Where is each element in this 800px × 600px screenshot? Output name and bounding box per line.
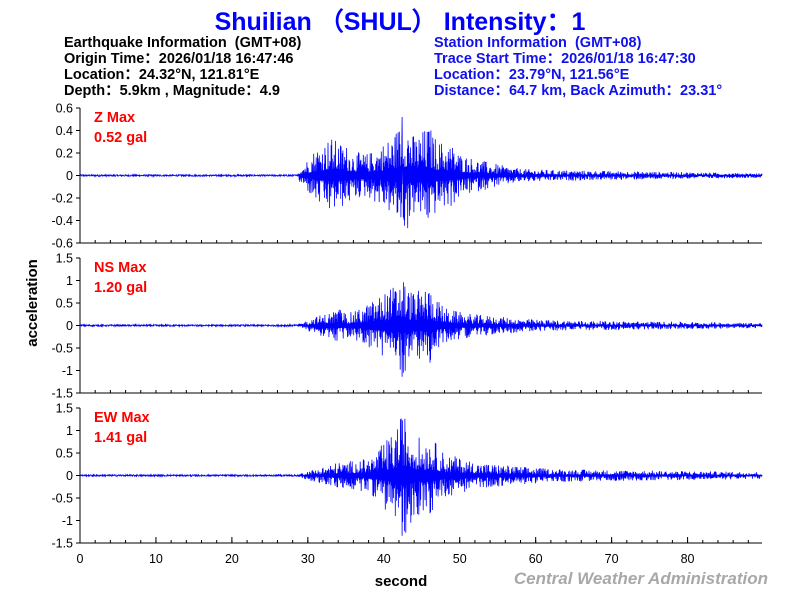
y-tick-label: -0.5: [51, 492, 73, 506]
y-tick-label: 0.5: [56, 297, 73, 311]
max-label-ns: NS Max: [94, 260, 146, 276]
y-tick-label: 0.6: [56, 102, 73, 116]
trace-ew: [79, 418, 763, 536]
y-tick-label: 0.2: [56, 147, 73, 161]
y-tick-label: 1: [66, 274, 73, 288]
y-tick-label: -1.5: [51, 537, 73, 551]
y-tick-label: -0.5: [51, 342, 73, 356]
x-tick-label: 50: [453, 552, 467, 566]
y-tick-label: 0: [66, 469, 73, 483]
station-info-heading: Station Information (GMT+08): [434, 35, 642, 51]
y-tick-label: -1: [62, 364, 73, 378]
y-tick-label: 1.5: [56, 252, 73, 266]
y-tick-label: 0: [66, 319, 73, 333]
x-tick-label: 30: [301, 552, 315, 566]
origin-time: Origin Time：2026/01/18 16:47:46: [64, 51, 294, 67]
max-value-z: 0.52 gal: [94, 130, 147, 146]
earthquake-info: Earthquake Information (GMT+08) Origin Ti…: [64, 35, 301, 99]
x-tick-label: 70: [605, 552, 619, 566]
x-tick-label: 0: [77, 552, 84, 566]
depth-magnitude: Depth：5.9km , Magnitude：4.9: [64, 83, 280, 99]
station-location: Location：23.79°N, 121.56°E: [434, 67, 630, 83]
x-tick-label: 80: [681, 552, 695, 566]
x-tick-label: 20: [225, 552, 239, 566]
credit-watermark: Central Weather Administration: [513, 569, 768, 588]
epicenter-location: Location：24.32°N, 121.81°E: [64, 67, 260, 83]
x-tick-label: 40: [377, 552, 391, 566]
y-tick-label: -0.2: [51, 192, 73, 206]
x-axis-title: second: [375, 573, 428, 590]
y-tick-label: -0.4: [51, 214, 73, 228]
y-tick-label: 1: [66, 424, 73, 438]
chart-title: Shuilian （SHUL） Intensity：1: [214, 8, 586, 36]
earthquake-info-heading: Earthquake Information (GMT+08): [64, 35, 302, 51]
max-value-ew: 1.41 gal: [94, 430, 147, 446]
y-tick-label: -0.6: [51, 237, 73, 251]
max-label-ew: EW Max: [94, 410, 150, 426]
y-tick-label: -1: [62, 514, 73, 528]
y-axis-title: acceleration: [24, 259, 41, 347]
distance-azimuth: Distance：64.7 km, Back Azimuth：23.31°: [434, 83, 723, 99]
trace-start-time: Trace Start Time：2026/01/18 16:47:30: [434, 51, 696, 67]
y-tick-label: -1.5: [51, 387, 73, 401]
max-value-ns: 1.20 gal: [94, 280, 147, 296]
y-tick-label: 0.4: [56, 124, 73, 138]
y-tick-label: 1.5: [56, 402, 73, 416]
trace-ns: [79, 282, 763, 377]
station-info: Station Information (GMT+08) Trace Start …: [434, 35, 722, 99]
y-tick-label: 0.5: [56, 447, 73, 461]
trace-z: [79, 116, 763, 229]
y-tick-label: 0: [66, 169, 73, 183]
x-tick-label: 60: [529, 552, 543, 566]
x-tick-label: 10: [149, 552, 163, 566]
max-label-z: Z Max: [94, 110, 135, 126]
